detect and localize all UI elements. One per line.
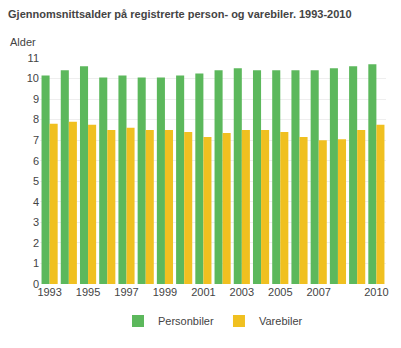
svg-text:1: 1: [33, 257, 39, 269]
svg-text:2007: 2007: [306, 286, 330, 298]
svg-text:2001: 2001: [191, 286, 215, 298]
svg-text:6: 6: [33, 155, 39, 167]
svg-text:Alder: Alder: [10, 36, 36, 48]
svg-text:9: 9: [33, 93, 39, 105]
svg-text:3: 3: [33, 216, 39, 228]
svg-text:5: 5: [33, 175, 39, 187]
svg-text:Personbiler: Personbiler: [158, 315, 214, 327]
svg-text:Varebiler: Varebiler: [259, 315, 303, 327]
svg-text:1995: 1995: [76, 286, 100, 298]
svg-text:1999: 1999: [153, 286, 177, 298]
svg-text:2003: 2003: [230, 286, 254, 298]
svg-text:10: 10: [27, 72, 39, 84]
svg-text:2005: 2005: [268, 286, 292, 298]
svg-text:2010: 2010: [364, 286, 388, 298]
svg-text:8: 8: [33, 113, 39, 125]
svg-text:2: 2: [33, 237, 39, 249]
svg-text:1993: 1993: [37, 286, 61, 298]
svg-text:1997: 1997: [114, 286, 138, 298]
svg-text:11: 11: [28, 52, 39, 64]
svg-text:0: 0: [33, 278, 39, 290]
svg-text:4: 4: [33, 196, 39, 208]
svg-text:7: 7: [33, 134, 39, 146]
svg-text:Gjennomsnittsalder på registre: Gjennomsnittsalder på registrerte person…: [8, 8, 352, 20]
